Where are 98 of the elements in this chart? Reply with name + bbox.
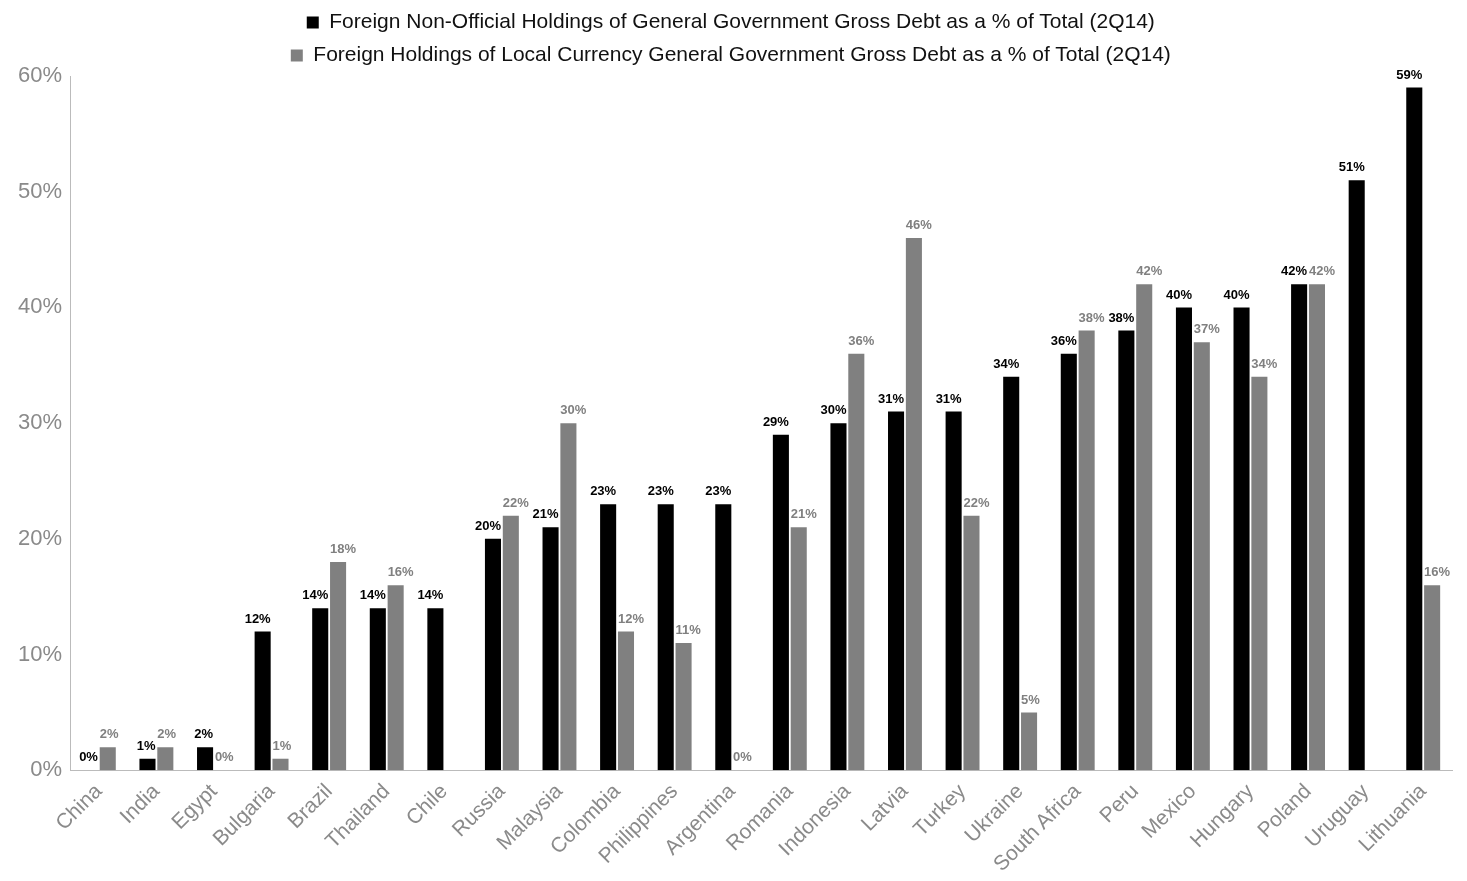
bar <box>197 747 214 771</box>
bar <box>427 608 444 771</box>
bar <box>1021 712 1038 771</box>
data-label: 0% <box>79 749 99 765</box>
bar <box>542 527 559 771</box>
data-label: 38% <box>1078 309 1106 325</box>
bar <box>312 608 329 771</box>
data-label: 42% <box>1281 263 1308 279</box>
bar <box>272 758 289 771</box>
data-label: 23% <box>647 483 675 499</box>
data-label: 22% <box>502 494 530 510</box>
bar <box>790 527 807 771</box>
bar <box>369 608 386 771</box>
bar <box>1136 284 1153 771</box>
data-label: 37% <box>1193 321 1221 337</box>
data-label: 2% <box>99 726 119 742</box>
data-label: 46% <box>905 217 933 233</box>
bar <box>1406 87 1423 771</box>
bar <box>1078 330 1095 771</box>
legend-label: Foreign Holdings of Local Currency General Government Gross Debt as a % of Total (2Q14) <box>313 42 1171 66</box>
data-label: 2% <box>157 726 177 742</box>
data-label: 36% <box>848 332 875 348</box>
data-label: 42% <box>1308 263 1336 279</box>
data-label: 0% <box>733 749 753 765</box>
data-label: 14% <box>359 587 387 603</box>
bar <box>1118 330 1135 771</box>
data-label: 29% <box>762 413 790 429</box>
data-label: 21% <box>790 506 818 522</box>
bar <box>387 585 404 771</box>
bar <box>1193 342 1210 771</box>
y-tick-label: 20% <box>17 524 63 550</box>
data-label: 16% <box>1424 564 1451 580</box>
bar <box>657 504 674 771</box>
bar <box>1175 307 1192 771</box>
bar <box>502 515 519 771</box>
bar <box>617 631 635 771</box>
bar <box>963 515 980 771</box>
data-label: 30% <box>820 402 847 418</box>
bar <box>772 434 789 771</box>
bar <box>330 562 347 771</box>
y-tick-label: 30% <box>17 409 63 435</box>
bar <box>1251 376 1268 771</box>
data-label: 34% <box>993 355 1020 371</box>
bar <box>848 353 865 771</box>
data-label: 59% <box>1396 66 1423 82</box>
data-label: 22% <box>963 494 990 510</box>
bar <box>1348 180 1365 771</box>
data-label: 18% <box>330 541 357 557</box>
data-label: 51% <box>1338 159 1366 175</box>
data-label: 23% <box>705 483 732 499</box>
data-label: 20% <box>474 517 502 533</box>
bar <box>1424 585 1441 771</box>
bar <box>1308 284 1325 771</box>
data-label: 34% <box>1251 355 1278 371</box>
bar <box>1003 376 1020 771</box>
data-label: 12% <box>244 610 272 626</box>
bar <box>254 631 271 771</box>
bar <box>945 411 962 771</box>
data-label: 14% <box>302 587 329 603</box>
bar <box>905 238 922 771</box>
bar <box>560 423 577 771</box>
data-label: 1% <box>272 737 292 753</box>
data-label: 23% <box>590 483 617 499</box>
data-label: 14% <box>417 587 444 603</box>
bar <box>1060 353 1077 771</box>
data-label: 40% <box>1165 286 1193 302</box>
bar <box>1291 284 1308 771</box>
data-label: 31% <box>878 390 905 406</box>
y-tick-label: 10% <box>17 640 63 666</box>
data-label: 21% <box>532 506 560 522</box>
bar <box>600 504 617 771</box>
y-tick-label: 60% <box>17 62 63 88</box>
bar <box>888 411 905 771</box>
data-label: 11% <box>675 622 702 638</box>
legend-label: Foreign Non-Official Holdings of General Government Gross Debt as a % of Total (2Q14) <box>329 9 1155 33</box>
data-label: 1% <box>136 737 156 753</box>
y-tick-label: 0% <box>30 756 63 782</box>
data-label: 0% <box>214 749 235 765</box>
bar <box>1233 307 1250 771</box>
bar <box>830 423 847 771</box>
data-label: 2% <box>194 726 214 742</box>
bar <box>484 538 502 771</box>
bar <box>99 747 116 771</box>
y-tick-label: 40% <box>17 293 63 319</box>
bar <box>675 643 692 771</box>
data-label: 38% <box>1108 309 1135 325</box>
data-label: 31% <box>935 390 963 406</box>
data-label: 42% <box>1136 263 1163 279</box>
data-label: 36% <box>1050 332 1078 348</box>
data-label: 30% <box>560 402 587 418</box>
data-label: 12% <box>617 610 645 626</box>
bar <box>715 504 732 771</box>
y-tick-label: 50% <box>17 177 63 203</box>
data-label: 5% <box>1021 691 1041 707</box>
data-label: 40% <box>1223 286 1250 302</box>
bar <box>139 758 156 771</box>
data-label: 16% <box>387 564 415 580</box>
bar <box>157 747 174 771</box>
